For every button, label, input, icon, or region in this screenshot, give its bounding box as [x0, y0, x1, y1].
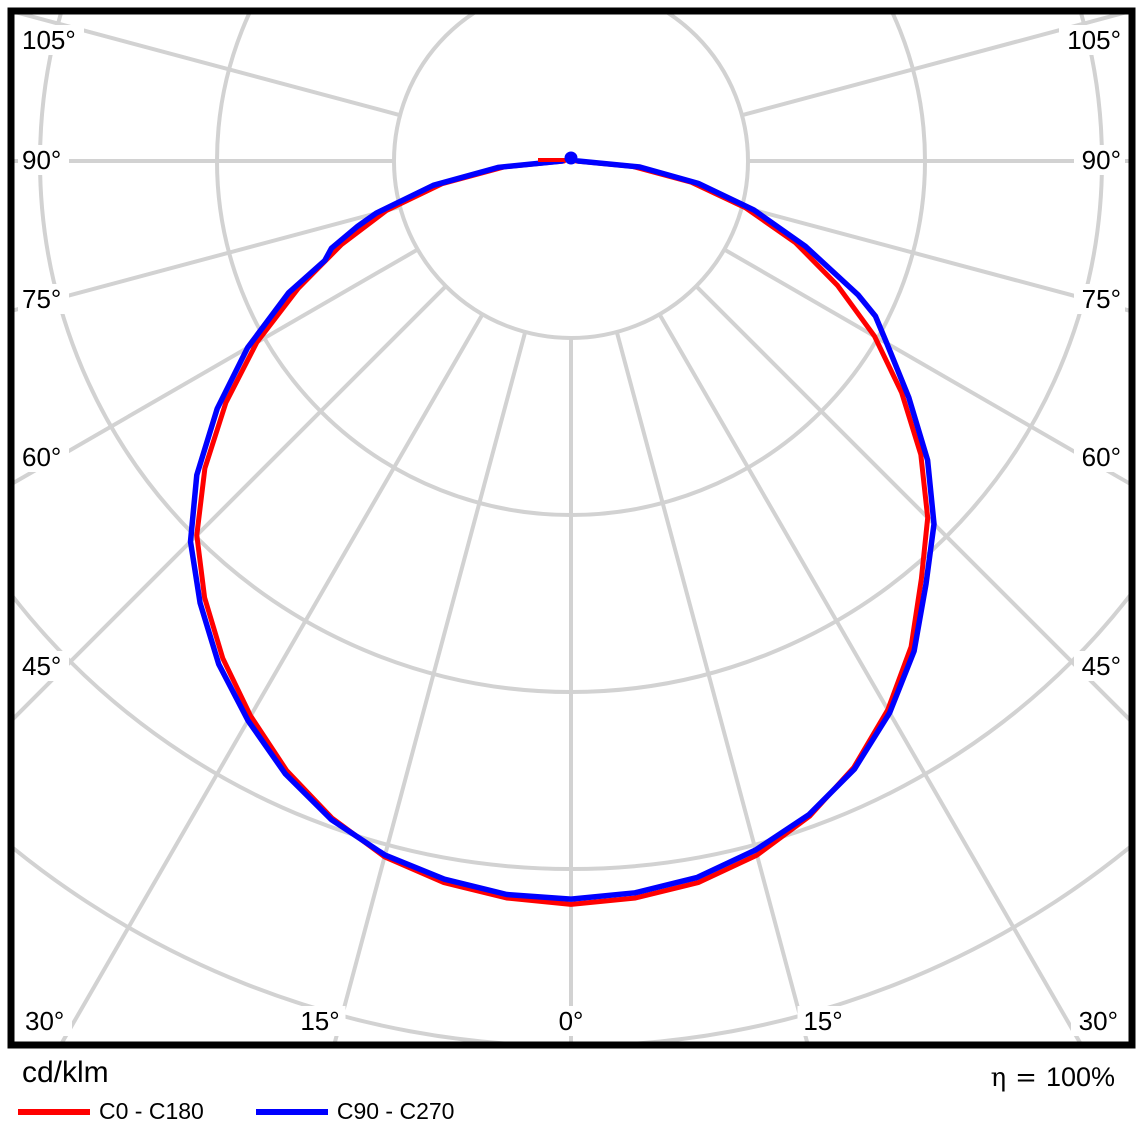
angle-label-backing	[1074, 651, 1125, 681]
angle-label: 15°	[300, 1006, 339, 1036]
legend-swatch-c90-c270	[255, 1108, 328, 1115]
curve-c90-c270	[187, 158, 937, 902]
radial-gridline	[614, 331, 809, 1042]
radial-gridline	[14, 284, 448, 721]
angle-label: 105°	[1067, 25, 1121, 55]
angle-label: 90°	[22, 145, 61, 175]
angle-label-backing	[18, 284, 69, 314]
radial-gridline	[333, 331, 528, 1042]
angle-label-backing	[18, 651, 69, 681]
angle-label: 30°	[25, 1006, 64, 1036]
legend-label-c90-c270: C90 - C270	[336, 1098, 455, 1124]
angle-label-backing	[18, 145, 69, 175]
angle-label-backing	[1074, 284, 1125, 314]
unit-label: cd/klm	[22, 1056, 109, 1089]
radial-gridline	[14, 204, 401, 313]
angle-label-backing	[18, 442, 69, 472]
angle-label-backing	[553, 1006, 589, 1036]
chart-legend: C0 - C180 C90 - C270	[18, 1098, 506, 1125]
angle-label-backing	[294, 1006, 346, 1036]
angle-label-backing	[1071, 1006, 1122, 1036]
eta-equals: =	[1015, 1063, 1037, 1093]
radial-gridline	[60, 313, 485, 1042]
efficiency-readout: η = 100%	[991, 1062, 1115, 1093]
radial-gridline	[14, 247, 419, 485]
angle-label: 45°	[1082, 651, 1121, 681]
radial-gridline	[741, 204, 1129, 313]
angle-label: 15°	[803, 1006, 842, 1036]
eta-symbol: η	[990, 1063, 1007, 1093]
angle-label-backing	[21, 1006, 72, 1036]
radial-gridline	[657, 313, 1082, 1042]
radial-gridline	[16, 14, 401, 118]
curve-c0-c180	[194, 158, 931, 907]
angle-label-backing	[1074, 442, 1125, 472]
angle-label: 60°	[22, 442, 61, 472]
radial-gridline	[741, 14, 1126, 118]
legend-label-c0-c180: C0 - C180	[99, 1098, 204, 1124]
grid-ring	[392, 14, 750, 340]
angle-label: 75°	[22, 284, 61, 314]
legend-swatch-c0-c180	[18, 1108, 90, 1115]
angle-label: 30°	[1079, 1006, 1118, 1036]
radial-gridline	[694, 284, 1129, 722]
chart-frame	[7, 7, 1136, 1049]
angle-label: 75°	[1082, 284, 1121, 314]
angle-label: 0°	[559, 1006, 584, 1036]
eta-value: 100%	[1045, 1062, 1115, 1092]
angle-label: 60°	[1082, 442, 1121, 472]
angle-label-backing	[1074, 145, 1125, 175]
center-marker	[564, 151, 578, 165]
angle-label: 105°	[22, 25, 76, 55]
angle-label: 90°	[1082, 145, 1121, 175]
angle-label: 45°	[22, 651, 61, 681]
angle-label-backing	[18, 25, 84, 55]
angle-label-backing	[797, 1006, 849, 1036]
angle-label-backing	[1059, 25, 1125, 55]
radial-gridline	[723, 247, 1129, 486]
